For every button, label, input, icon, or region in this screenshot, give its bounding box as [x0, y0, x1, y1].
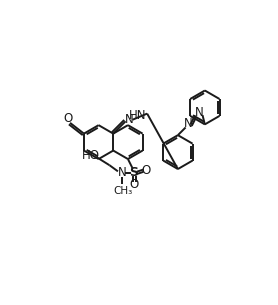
Text: CH₃: CH₃	[113, 186, 132, 196]
Text: N: N	[125, 113, 134, 126]
Text: N: N	[184, 117, 193, 130]
Text: O: O	[63, 112, 72, 125]
Text: N: N	[117, 167, 126, 179]
Text: O: O	[142, 164, 151, 177]
Text: HN: HN	[128, 109, 146, 122]
Text: HO: HO	[82, 149, 100, 162]
Text: N: N	[195, 106, 204, 119]
Text: O: O	[130, 178, 139, 191]
Text: S: S	[130, 167, 139, 179]
